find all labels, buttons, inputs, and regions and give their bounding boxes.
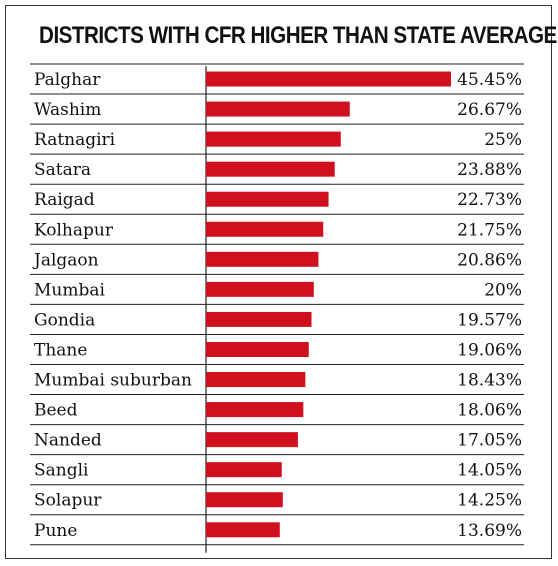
value-label: 23.88% (457, 160, 522, 180)
category-label: Mumbai suburban (34, 371, 192, 391)
value-label: 21.75% (457, 220, 522, 240)
bar (206, 221, 324, 237)
category-label: Ratnagiri (34, 130, 116, 150)
bar (206, 522, 280, 538)
category-label: Pune (34, 521, 77, 541)
bar (206, 462, 282, 478)
category-label: Raigad (34, 190, 95, 210)
value-label: 14.05% (457, 461, 522, 481)
bar (206, 191, 329, 207)
value-label: 20% (484, 280, 522, 300)
bar (206, 432, 298, 448)
bar (206, 71, 451, 87)
category-label: Mumbai (34, 280, 105, 300)
category-label: Thane (34, 340, 87, 360)
value-label: 45.45% (457, 70, 522, 90)
value-label: 18.06% (457, 401, 522, 421)
category-label: Kolhapur (34, 220, 114, 240)
category-label: Beed (34, 401, 78, 421)
category-label: Gondia (34, 310, 95, 330)
value-label: 14.25% (457, 491, 522, 511)
value-label: 26.67% (457, 100, 522, 120)
value-label: 19.06% (457, 340, 522, 360)
bar (206, 101, 350, 117)
value-label: 18.43% (457, 371, 522, 391)
category-label: Nanded (34, 431, 102, 451)
category-label: Palghar (34, 70, 101, 90)
bar (206, 311, 312, 327)
bar (206, 161, 335, 177)
value-label: 13.69% (457, 521, 522, 541)
value-label: 22.73% (457, 190, 522, 210)
value-label: 25% (484, 130, 522, 150)
bar (206, 131, 341, 147)
bar (206, 492, 283, 508)
bar (206, 402, 304, 418)
chart-title: DISTRICTS WITH CFR HIGHER THAN STATE AVE… (39, 22, 557, 49)
category-label: Jalgaon (32, 250, 99, 270)
category-label: Satara (34, 160, 91, 180)
category-label: Sangli (34, 461, 89, 481)
bar (206, 281, 314, 297)
value-label: 19.57% (457, 310, 522, 330)
bar (206, 341, 309, 357)
value-label: 17.05% (457, 431, 522, 451)
category-label: Solapur (34, 491, 102, 511)
bar (206, 372, 306, 388)
value-label: 20.86% (457, 250, 522, 270)
bar (206, 251, 319, 267)
category-label: Washim (34, 100, 101, 120)
